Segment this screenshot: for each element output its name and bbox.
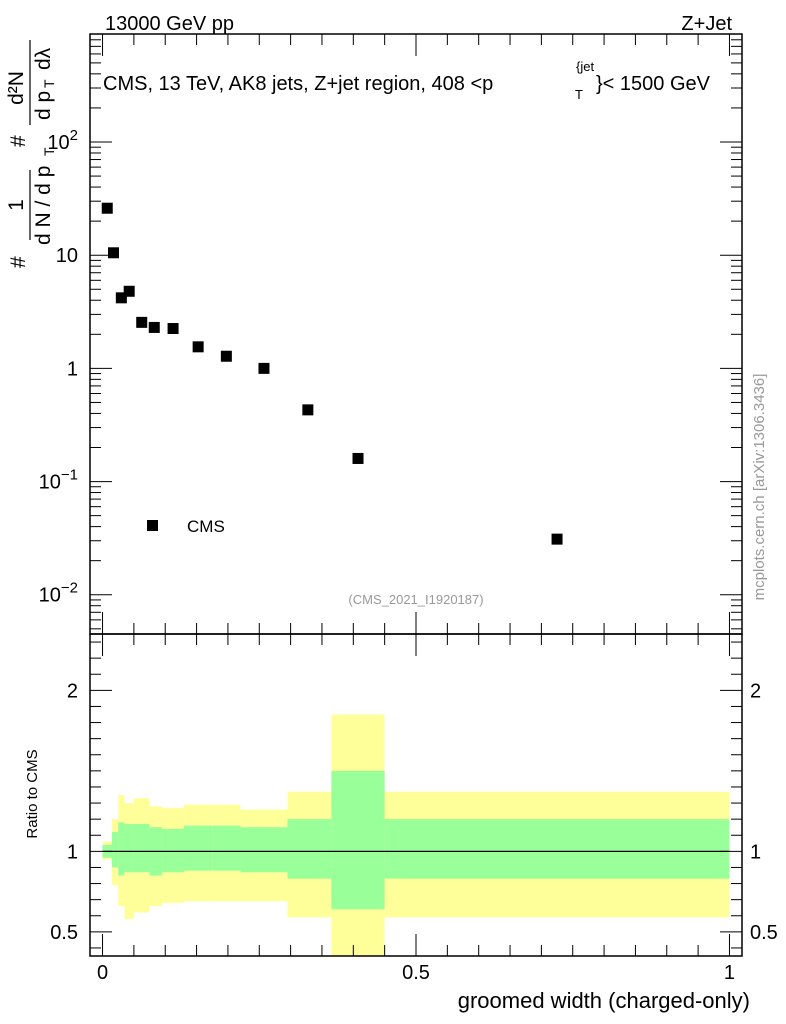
inner-band-bin <box>212 825 241 871</box>
main-frame <box>89 33 743 635</box>
legend-marker <box>147 520 158 531</box>
data-point <box>115 292 127 304</box>
ratio-y-tick-labels: 0.5 0.5 1 1 2 2 <box>50 680 778 944</box>
ylabel-d2n: d²N <box>5 71 28 105</box>
ratio-y-tick-label-right: 2 <box>750 680 761 702</box>
title-main: CMS, 13 TeV, AK8 jets, Z+jet region, 408… <box>103 73 493 95</box>
inner-band-bin <box>240 827 288 873</box>
inner-band-bin <box>287 819 332 879</box>
data-point <box>352 452 364 464</box>
data-point <box>192 341 204 353</box>
ratio-frame <box>89 633 743 957</box>
ylabel-hash-1: # <box>7 256 30 268</box>
inner-band-bin <box>118 822 125 876</box>
ratio-y-tick-label-right: 0.5 <box>750 922 778 944</box>
x-tick-labels: 0 0.5 1 <box>97 962 735 984</box>
data-markers <box>101 202 563 545</box>
title-subscript: T <box>575 87 583 102</box>
ratio-y-tick-label: 2 <box>67 680 78 702</box>
ylabel-dlambda: dλ <box>32 47 55 70</box>
data-point <box>167 323 179 335</box>
main-y-tick-label: 1 <box>67 358 78 380</box>
ratio-y-axis-label: Ratio to CMS <box>24 749 41 838</box>
ratio-y-tick-label-right: 1 <box>750 841 761 863</box>
data-point <box>148 321 160 333</box>
inner-band-bin <box>184 825 213 871</box>
inner-band-bin <box>162 828 185 873</box>
legend-label: CMS <box>187 517 225 536</box>
main-y-tick-label: 10 <box>56 245 78 267</box>
ratio-y-tick-label: 1 <box>67 841 78 863</box>
x-tick-label: 0 <box>97 962 108 984</box>
ylabel-hash-2: # <box>7 135 30 147</box>
process-label: Z+Jet <box>681 13 732 35</box>
data-point <box>302 404 314 416</box>
title-tail: }< 1500 GeV <box>596 73 711 95</box>
ylabel-dn-dpt: d N / d p <box>32 166 55 245</box>
main-panel: 10−2 10−1 1 10 102 <box>39 33 743 635</box>
main-y-axis-label: # 1 d N / d p T # d²N d p T dλ <box>5 40 57 268</box>
main-y-tick-labels: 10−2 10−1 1 10 102 <box>39 127 78 607</box>
data-point <box>101 202 113 214</box>
main-axis-ticks <box>90 33 742 634</box>
ratio-panel: 0.5 0.51 12 2 0 0.5 1 <box>50 633 778 984</box>
main-y-tick-label: 10−1 <box>39 467 78 494</box>
inner-band-bin <box>124 823 134 873</box>
x-tick-label: 0.5 <box>402 962 430 984</box>
plot-title: CMS, 13 TeV, AK8 jets, Z+jet region, 408… <box>103 73 493 95</box>
data-point <box>136 316 148 328</box>
inner-band-bin <box>133 823 150 873</box>
analysis-id: (CMS_2021_I1920187) <box>348 592 483 607</box>
main-y-tick-label: 10−2 <box>39 580 78 607</box>
title-superscript: {jet <box>576 59 594 74</box>
main-y-tick-label: 102 <box>47 127 78 154</box>
data-point <box>551 533 563 545</box>
ylabel-one: 1 <box>5 199 28 211</box>
data-point <box>123 285 135 297</box>
inner-band-bin <box>384 819 730 879</box>
site-watermark: mcplots.cern.ch [arXiv:1306.3436] <box>751 374 768 601</box>
ylabel-t-sub-2: T <box>41 79 57 88</box>
data-point <box>220 350 232 362</box>
ylabel-t-sub-1: T <box>41 147 57 156</box>
data-point <box>258 362 270 374</box>
ratio-axis-ticks <box>90 634 742 956</box>
ylabel-dpt: d p <box>32 91 55 120</box>
inner-band-bin <box>111 832 119 868</box>
x-axis-label: groomed width (charged-only) <box>458 988 750 1013</box>
inner-band-bin <box>331 770 385 910</box>
ratio-y-tick-label: 0.5 <box>50 922 78 944</box>
x-tick-label: 1 <box>724 962 735 984</box>
data-point <box>108 247 120 259</box>
energy-label: 13000 GeV pp <box>105 13 234 35</box>
